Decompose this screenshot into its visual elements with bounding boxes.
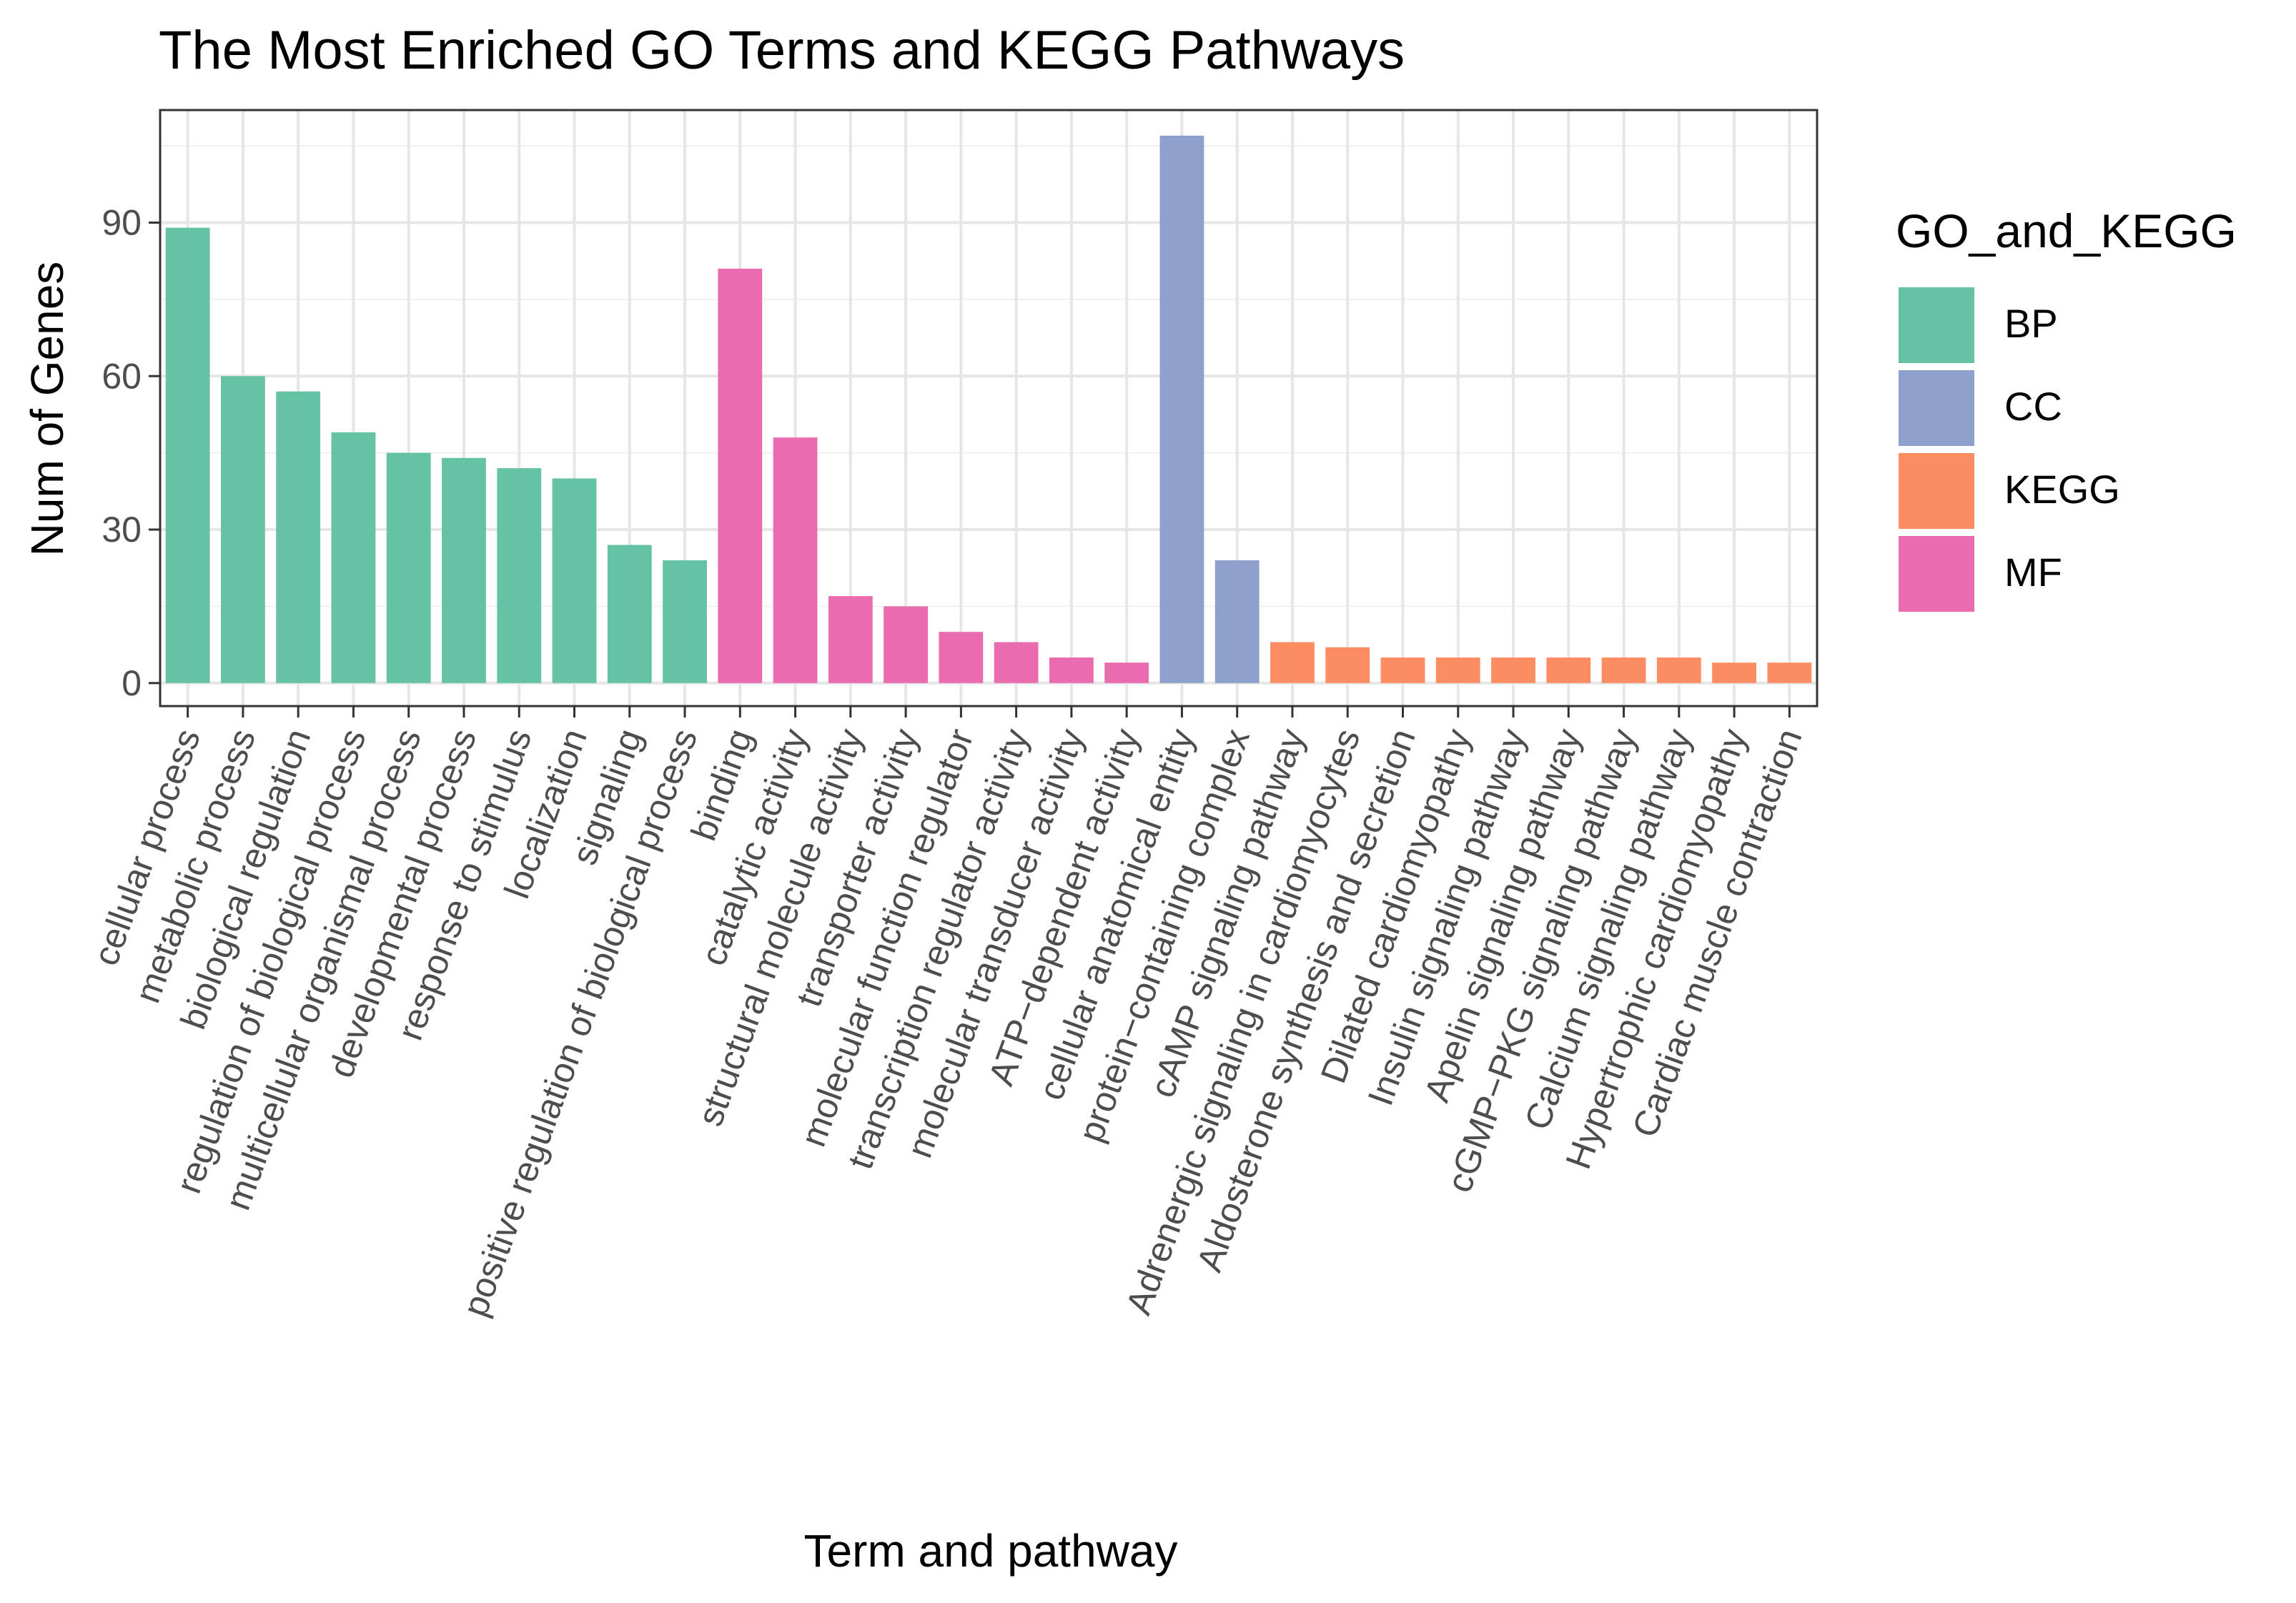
bar-kegg xyxy=(1546,657,1591,683)
bar-kegg xyxy=(1712,662,1757,683)
bar-kegg xyxy=(1767,662,1812,683)
grid-minor xyxy=(160,145,1817,607)
legend-swatch-kegg xyxy=(1899,453,1974,529)
legend-label-kegg: KEGG xyxy=(2004,467,2120,512)
y-tick-label: 90 xyxy=(102,202,142,242)
legend-label-cc: CC xyxy=(2004,384,2062,429)
chart-title: The Most Enriched GO Terms and KEGG Path… xyxy=(159,20,1405,81)
bar-mf xyxy=(1049,657,1094,683)
bar-bp xyxy=(165,227,210,683)
bar-bp xyxy=(497,468,542,683)
plot-panel xyxy=(159,109,1819,708)
bars xyxy=(165,135,1812,683)
bar-bp xyxy=(331,432,376,683)
bar-mf xyxy=(828,596,873,683)
x-axis-title: Term and pathway xyxy=(804,1525,1178,1577)
bar-kegg xyxy=(1601,657,1646,683)
bar-kegg xyxy=(1325,647,1370,683)
bar-kegg xyxy=(1435,657,1480,683)
y-axis: 0 30 60 90 xyxy=(102,202,160,703)
bar-bp xyxy=(386,452,431,683)
legend: GO_and_KEGG BP CC KEGG MF xyxy=(1896,204,2237,612)
bar-mf xyxy=(1104,662,1149,683)
bar-bp xyxy=(276,391,321,683)
bar-kegg xyxy=(1380,657,1425,683)
bar-bp xyxy=(552,478,597,683)
bar-mf xyxy=(773,437,818,683)
legend-swatch-cc xyxy=(1899,370,1974,446)
bar-mf xyxy=(994,642,1039,683)
legend-title: GO_and_KEGG xyxy=(1896,204,2237,257)
bar-kegg xyxy=(1270,642,1315,683)
bar-cc xyxy=(1214,560,1260,683)
y-axis-title: Num of Genes xyxy=(21,262,73,557)
bar-mf xyxy=(939,632,984,683)
panel-border xyxy=(159,109,1819,708)
y-tick-label: 0 xyxy=(122,663,142,703)
bar-kegg xyxy=(1656,657,1701,683)
legend-label-mf: MF xyxy=(2004,550,2062,595)
y-tick-label: 60 xyxy=(102,356,142,396)
legend-entries: BP CC KEGG MF xyxy=(1899,287,2120,612)
bar-bp xyxy=(663,560,707,683)
bar-kegg xyxy=(1491,657,1535,683)
legend-swatch-bp xyxy=(1899,287,1974,363)
bar-bp xyxy=(220,376,265,683)
bar-cc xyxy=(1159,135,1204,683)
legend-label-bp: BP xyxy=(2004,301,2058,346)
legend-swatch-mf xyxy=(1899,536,1974,612)
y-tick-label: 30 xyxy=(102,510,142,550)
bar-bp xyxy=(442,457,486,683)
bar-mf xyxy=(884,606,929,683)
bar-mf xyxy=(718,268,763,683)
bar-bp xyxy=(607,545,652,683)
